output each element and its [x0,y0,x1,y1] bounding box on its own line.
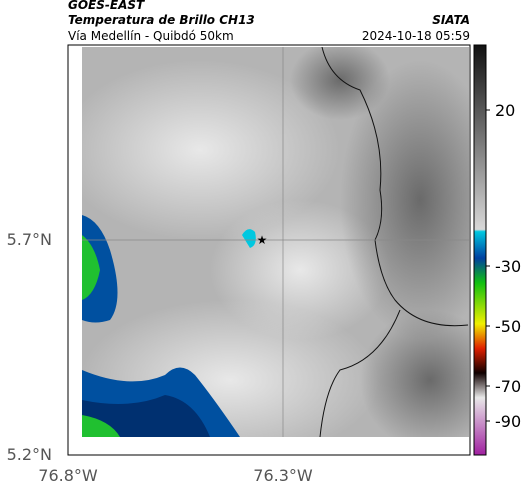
lon-label: 76.8°W [38,466,98,485]
lon-label: 76.3°W [253,466,313,485]
colorbar-label: -70 [495,377,521,396]
source-label: SIATA [432,13,470,27]
colorbar-label: 20 [495,101,515,120]
region-subtitle: Vía Medellín - Quibdó 50km [68,29,234,43]
colorbar-label: -50 [495,317,521,336]
product-title: Temperatura de Brillo CH13 [68,13,255,27]
satellite-image: ★ [82,47,469,437]
timestamp: 2024-10-18 05:59 [362,29,470,43]
lat-label: 5.2°N [7,445,52,464]
satellite-title: GOES-EAST [68,0,145,12]
lat-label: 5.7°N [7,230,52,249]
colorbar-labels: 20 -30 -50 -70 -90 [486,101,521,431]
colorbar-label: -30 [495,257,521,276]
colorbar [473,44,487,456]
svg-text:★: ★ [257,233,268,247]
map-frame [67,44,471,456]
colorbar-label: -90 [495,412,521,431]
